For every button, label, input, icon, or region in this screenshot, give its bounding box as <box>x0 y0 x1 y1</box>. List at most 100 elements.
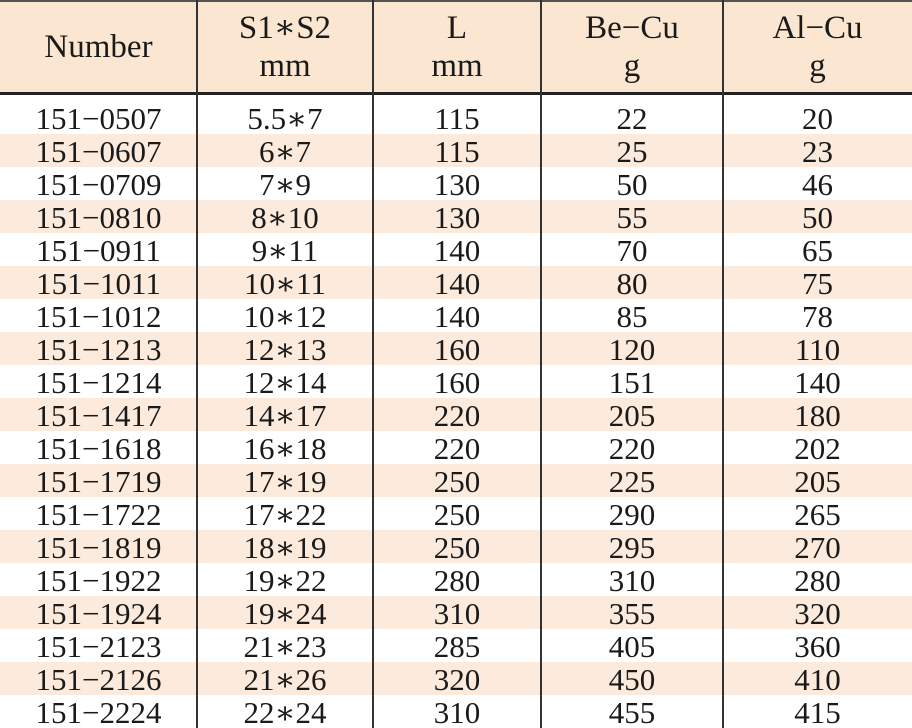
table-cell: 17∗22 <box>243 497 327 532</box>
table-cell: 410 <box>794 662 841 697</box>
table-cell: 151−1719 <box>35 464 162 499</box>
table-cell: 151−1011 <box>36 266 161 301</box>
row-shade <box>0 662 912 695</box>
table-cell: 46 <box>802 167 833 202</box>
row-shade <box>0 266 912 299</box>
table-cell: 65 <box>802 233 833 268</box>
header-text: L <box>446 10 468 46</box>
table-cell: 151−1922 <box>35 563 162 598</box>
table-cell: 19∗24 <box>243 596 327 631</box>
table-cell: 20 <box>802 101 833 136</box>
table-cell: 16∗18 <box>243 431 327 466</box>
table-cell: 50 <box>616 167 648 202</box>
table-cell: 120 <box>608 332 656 367</box>
table-cell: 405 <box>608 629 656 664</box>
table-cell: 5.5∗7 <box>247 101 323 136</box>
table-cell: 110 <box>794 332 841 367</box>
row-shade <box>0 332 912 365</box>
table-cell: 22∗24 <box>243 695 327 728</box>
table-cell: 25 <box>616 134 648 169</box>
table-cell: 22 <box>616 101 648 136</box>
table-cell: 450 <box>608 662 656 697</box>
table-cell: 310 <box>433 596 481 631</box>
table-cell: 180 <box>794 398 841 433</box>
table-cell: 17∗19 <box>243 464 327 499</box>
table-cell: 12∗13 <box>243 332 327 367</box>
table-cell: 130 <box>433 200 481 235</box>
table-cell: 115 <box>434 134 480 169</box>
table-cell: 151−0810 <box>35 200 162 235</box>
table-cell: 151 <box>608 365 656 400</box>
table-cell: 220 <box>433 431 481 466</box>
table-cell: 151−1213 <box>35 332 162 367</box>
table-cell: 10∗12 <box>243 299 327 334</box>
table-cell: 220 <box>608 431 656 466</box>
top-rule <box>0 0 912 2</box>
header-cell: Number <box>0 4 197 90</box>
row-shade <box>0 134 912 167</box>
table-cell: 21∗23 <box>243 629 327 664</box>
table-cell: 140 <box>433 233 481 268</box>
table-cell: 355 <box>608 596 656 631</box>
table-cell: 151−0607 <box>35 134 162 169</box>
header-cell: Al−Cu g <box>723 4 912 90</box>
table-cell: 280 <box>433 563 481 598</box>
table-cell: 320 <box>433 662 481 697</box>
table-cell: 151−0507 <box>35 101 162 136</box>
table-cell: 8∗10 <box>251 200 319 235</box>
table-cell: 225 <box>608 464 656 499</box>
table-cell: 265 <box>794 497 841 532</box>
table-cell: 80 <box>616 266 648 301</box>
header-text: S1∗S2 <box>238 10 332 46</box>
row-shade <box>0 530 912 563</box>
table-cell: 205 <box>608 398 656 433</box>
table-cell: 19∗22 <box>243 563 327 598</box>
table-cell: 78 <box>802 299 833 334</box>
table-cell: 23 <box>802 134 833 169</box>
table-cell: 151−0911 <box>36 233 161 268</box>
table-cell: 285 <box>433 629 481 664</box>
table-cell: 151−1012 <box>35 299 162 334</box>
header-text: g <box>809 48 826 84</box>
header-text: Number <box>44 29 153 65</box>
header-text: Al−Cu <box>772 10 863 46</box>
table-cell: 75 <box>802 266 833 301</box>
table-cell: 6∗7 <box>258 134 312 169</box>
table-cell: 415 <box>794 695 841 728</box>
header-cell: Be−Cu g <box>541 4 723 90</box>
column-rule <box>722 0 724 728</box>
table-cell: 280 <box>794 563 841 598</box>
table-cell: 250 <box>433 530 481 565</box>
header-background <box>0 0 912 92</box>
table-cell: 50 <box>802 200 833 235</box>
table-cell: 151−1722 <box>35 497 162 532</box>
table-cell: 10∗11 <box>244 266 326 301</box>
table-cell: 205 <box>794 464 841 499</box>
table-cell: 250 <box>433 497 481 532</box>
table-cell: 7∗9 <box>258 167 312 202</box>
header-text: g <box>623 48 641 84</box>
table-cell: 360 <box>794 629 841 664</box>
table-cell: 21∗26 <box>243 662 327 697</box>
table-cell: 151−2123 <box>35 629 162 664</box>
table-cell: 320 <box>794 596 841 631</box>
table-cell: 160 <box>433 332 481 367</box>
row-shade <box>0 200 912 233</box>
table-cell: 151−1819 <box>35 530 162 565</box>
table-cell: 55 <box>616 200 648 235</box>
table-cell: 9∗11 <box>251 233 319 268</box>
table-cell: 295 <box>608 530 656 565</box>
table-cell: 85 <box>616 299 648 334</box>
table-cell: 70 <box>616 233 648 268</box>
header-cell: S1∗S2 mm <box>197 4 373 90</box>
column-rule <box>196 0 198 728</box>
table-cell: 202 <box>794 431 841 466</box>
row-shade <box>0 596 912 629</box>
table-cell: 12∗14 <box>243 365 327 400</box>
table-cell: 151−2126 <box>35 662 162 697</box>
table-cell: 14∗17 <box>243 398 327 433</box>
table-cell: 151−1924 <box>35 596 162 631</box>
table-cell: 151−2224 <box>35 695 162 728</box>
